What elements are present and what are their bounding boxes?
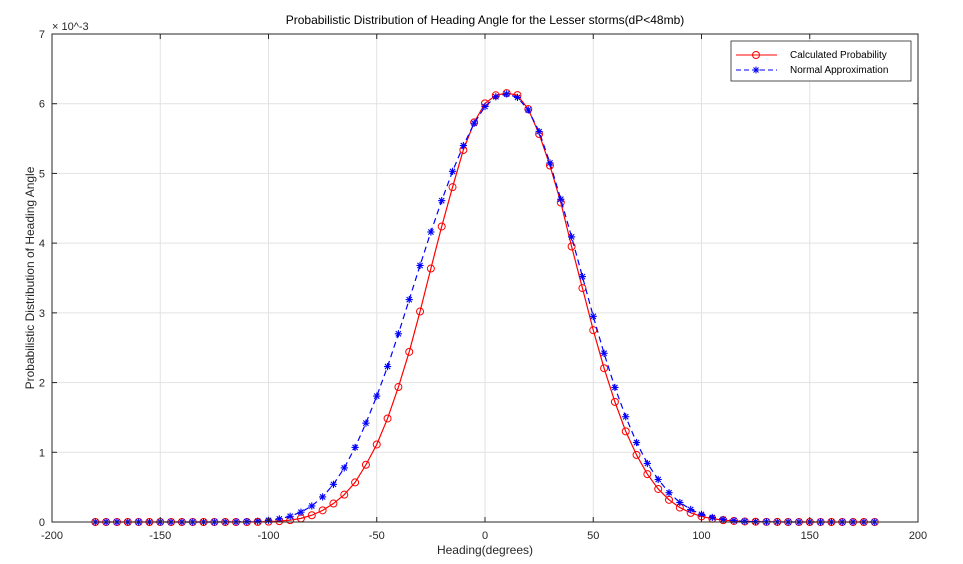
data-point-asterisk [394, 330, 402, 338]
y-tick-label: 6 [39, 99, 45, 111]
data-point-circle [621, 427, 630, 436]
data-point-asterisk [622, 413, 630, 421]
x-tick-label: -200 [41, 530, 63, 542]
data-point-circle [340, 490, 349, 499]
chart-title: Probabilistic Distribution of Heading An… [286, 13, 685, 27]
data-point-asterisk [568, 233, 576, 241]
data-point-asterisk [427, 228, 435, 236]
data-point-asterisk [308, 502, 316, 510]
data-point-asterisk [578, 273, 587, 281]
data-point-asterisk [546, 159, 554, 167]
y-tick-label: 2 [39, 378, 45, 390]
y-axis-label: Probabilistic Distribution of Heading An… [23, 166, 37, 389]
data-point-circle [416, 307, 425, 316]
data-point-circle [643, 470, 652, 479]
data-point-asterisk [492, 93, 500, 101]
data-point-circle [437, 222, 446, 231]
axis-ticks: -200 -150 -100 -50 0 50 100 150 200 0 1 2 3 4 5 6 7 [39, 29, 927, 542]
data-point-circle [394, 383, 403, 392]
data-point-asterisk [589, 312, 597, 320]
legend: Calculated Probability Normal Approximat… [730, 40, 912, 82]
y-tick-label: 4 [39, 238, 45, 250]
y-tick-label: 3 [39, 308, 45, 320]
data-point-circle [405, 347, 414, 356]
data-point-circle [329, 499, 338, 508]
data-point-asterisk [513, 93, 522, 102]
data-point-asterisk [254, 517, 262, 525]
data-point-circle [361, 460, 370, 469]
data-point-asterisk [383, 362, 392, 371]
data-point-asterisk [665, 489, 673, 497]
data-point-asterisk [405, 296, 413, 304]
data-point-asterisk [708, 513, 716, 522]
y-tick-label: 7 [39, 29, 45, 41]
data-point-circle [372, 440, 381, 449]
data-point-asterisk [286, 512, 294, 520]
data-point-asterisk [676, 498, 684, 507]
data-point-asterisk [697, 510, 706, 518]
data-point-asterisk [611, 383, 619, 392]
legend-marker-calculated [752, 51, 760, 59]
x-tick-label: 100 [692, 530, 710, 542]
x-axis-label: Heading(degrees) [437, 543, 533, 557]
data-point-asterisk [687, 505, 695, 514]
data-point-circle [665, 495, 674, 504]
y-tick-label: 0 [39, 517, 45, 529]
data-point-asterisk [470, 119, 478, 127]
data-point-asterisk [448, 167, 457, 175]
data-point-asterisk [600, 349, 608, 357]
data-point-asterisk [319, 493, 327, 501]
data-point-asterisk [362, 419, 370, 427]
data-point-asterisk [438, 197, 446, 205]
data-point-circle [632, 450, 641, 459]
data-point-asterisk [416, 261, 424, 270]
y-exponent-label: × 10^-3 [52, 21, 89, 33]
data-point-asterisk [741, 517, 749, 525]
data-point-asterisk [557, 195, 565, 203]
data-point-circle [448, 183, 457, 192]
legend-label-calculated: Calculated Probability [790, 50, 887, 61]
data-point-asterisk [654, 475, 662, 484]
x-tick-label: 150 [801, 530, 819, 542]
data-point-asterisk [503, 90, 511, 98]
x-tick-label: 50 [587, 530, 599, 542]
data-point-circle [567, 242, 576, 251]
grid-lines [52, 34, 918, 522]
data-point-circle [318, 506, 327, 515]
data-point-circle [610, 397, 619, 406]
data-point-asterisk [481, 102, 489, 111]
data-point-asterisk [730, 517, 738, 525]
data-point-asterisk [459, 141, 467, 150]
legend-marker-normal [752, 66, 760, 74]
legend-box [730, 40, 912, 82]
data-point-circle [307, 511, 316, 520]
x-tick-label: -150 [149, 530, 171, 542]
data-point-asterisk [297, 508, 305, 516]
x-tick-label: -50 [369, 530, 385, 542]
data-point-asterisk [632, 438, 641, 447]
data-point-asterisk [535, 128, 543, 136]
data-point-circle [351, 478, 360, 487]
data-point-asterisk [275, 515, 283, 523]
data-point-asterisk [340, 464, 348, 472]
x-tick-label: 0 [482, 530, 488, 542]
data-point-asterisk [719, 515, 727, 524]
y-tick-label: 1 [39, 447, 45, 459]
legend-label-normal: Normal Approximation [790, 65, 888, 76]
data-point-asterisk [351, 443, 359, 452]
data-point-asterisk [524, 106, 532, 114]
data-point-circle [600, 364, 609, 373]
data-point-circle [426, 264, 435, 273]
data-point-circle [383, 414, 392, 423]
data-point-asterisk [329, 480, 338, 488]
data-point-asterisk [643, 459, 651, 468]
data-point-circle [654, 484, 663, 493]
x-tick-label: -100 [257, 530, 279, 542]
x-tick-label: 200 [909, 530, 927, 542]
data-point-circle [578, 284, 587, 293]
data-point-asterisk [373, 392, 381, 400]
y-tick-label: 5 [39, 168, 45, 180]
